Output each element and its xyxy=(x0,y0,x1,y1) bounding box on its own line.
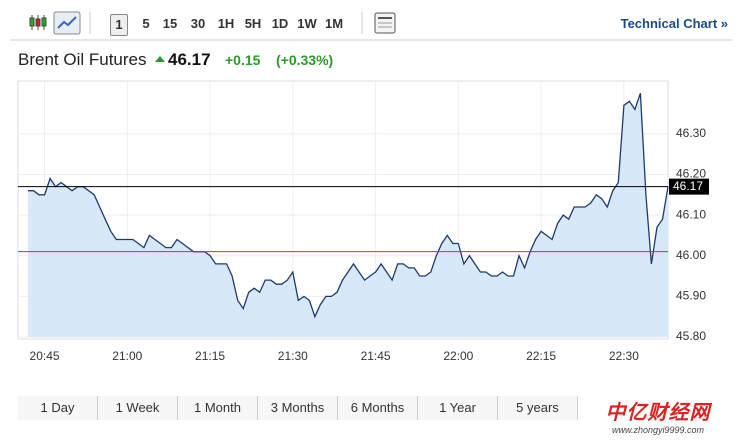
y-tick-label: 46.20 xyxy=(676,167,706,181)
change-percent: (+0.33%) xyxy=(276,52,334,68)
up-arrow xyxy=(155,56,165,62)
y-tick-label: 46.00 xyxy=(676,248,706,262)
x-tick-label: 22:15 xyxy=(526,349,556,363)
logo-text: 中亿财经网 xyxy=(605,402,711,424)
last-price-label: 46.17 xyxy=(673,179,703,193)
x-tick-label: 22:30 xyxy=(609,349,639,363)
range-button[interactable]: 6 Months xyxy=(338,396,418,420)
overlay-logo: 中亿财经网 www.zhongyi9999.com xyxy=(578,396,738,436)
calendar-icon[interactable] xyxy=(374,12,396,34)
interval-button[interactable]: 30 xyxy=(190,16,206,31)
interval-button[interactable]: 1 xyxy=(110,14,128,36)
range-button[interactable]: 1 Day xyxy=(18,396,98,420)
x-tick-label: 21:00 xyxy=(112,349,142,363)
x-tick-label: 21:30 xyxy=(278,349,308,363)
price-line xyxy=(28,92,669,319)
interval-button[interactable]: 1H xyxy=(217,16,235,31)
y-tick-label: 46.30 xyxy=(676,126,706,140)
x-tick-label: 21:15 xyxy=(195,349,225,363)
range-button[interactable]: 3 Months xyxy=(258,396,338,420)
interval-button[interactable]: 5 xyxy=(142,16,150,31)
line-icon[interactable] xyxy=(53,11,81,35)
last-price-box xyxy=(669,178,709,195)
technical-chart-link[interactable]: Technical Chart » xyxy=(620,16,728,31)
candle-icon[interactable] xyxy=(29,15,47,30)
instrument-title: Brent Oil Futures xyxy=(18,50,147,69)
x-tick-label: 20:45 xyxy=(30,349,60,363)
y-tick-label: 45.90 xyxy=(676,289,706,303)
interval-button[interactable]: 1M xyxy=(324,16,344,31)
y-tick-label: 45.80 xyxy=(676,329,706,343)
interval-button[interactable]: 1W xyxy=(297,16,317,31)
x-tick-label: 22:00 xyxy=(443,349,473,363)
y-tick-label: 46.10 xyxy=(676,207,706,221)
x-tick-label: 21:45 xyxy=(361,349,391,363)
range-button[interactable]: 1 Week xyxy=(98,396,178,420)
interval-button[interactable]: 1D xyxy=(271,16,289,31)
range-button[interactable]: 1 Year xyxy=(418,396,498,420)
line-icon-glyph xyxy=(57,16,77,29)
price: 46.17 xyxy=(168,50,211,69)
logo-url: www.zhongyi9999.com xyxy=(611,425,705,435)
interval-button[interactable]: 15 xyxy=(162,16,178,31)
range-button[interactable]: 5 years xyxy=(498,396,578,420)
interval-button[interactable]: 5H xyxy=(244,16,262,31)
range-button[interactable]: 1 Month xyxy=(178,396,258,420)
change: +0.15 xyxy=(225,52,261,68)
